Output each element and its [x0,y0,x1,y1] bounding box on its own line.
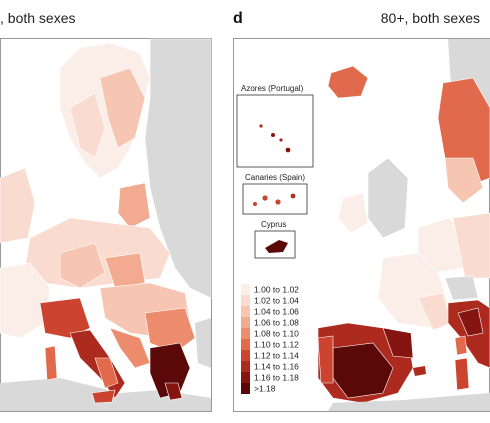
turkey-nodata [195,318,211,368]
russia-nodata [144,38,212,299]
corsica-region [454,335,468,356]
finland-region [99,67,146,149]
cyprus-island [265,240,288,253]
legend-label: >1.18 [254,384,276,394]
legend-swatch [241,339,250,350]
canaries-island [253,202,257,206]
legend-label: 1.10 to 1.12 [254,340,299,350]
legend-label: 1.08 to 1.10 [254,329,299,339]
legend-swatch [241,284,250,295]
panel-d-title: 80+, both sexes [380,10,480,26]
legend-label: 1.00 to 1.02 [254,285,299,295]
catalonia-region [382,327,414,359]
legend-swatch [241,372,250,383]
north-africa-nodata [328,393,490,411]
canaries-island [262,195,268,201]
map-panel-d: Azores (Portugal) Canaries (Spain) Cypru… [233,38,490,412]
sardinia-region [454,357,470,391]
legend-swatch [241,361,250,372]
germany-south-region [59,242,106,289]
map-panel-c-svg [0,38,212,412]
canaries-inset [242,183,308,215]
azores-island [259,124,263,128]
canaries-island [275,199,281,205]
legend-label: 1.12 to 1.14 [254,351,299,361]
legend-label: 1.06 to 1.08 [254,318,299,328]
panel-c-title: , both sexes [0,10,76,26]
legend-swatch [241,328,250,339]
portugal-region [317,335,334,384]
greece-south-region [164,382,183,401]
ireland-region [337,192,369,234]
map-panel-d-svg: Azores (Portugal) Canaries (Spain) Cypru… [233,38,490,412]
cyprus-inset-label: Cyprus [261,220,286,229]
canaries-inset-label: Canaries (Spain) [245,173,305,182]
baltic-region [117,182,151,229]
azores-island [285,147,291,153]
legend-swatch [241,350,250,361]
sweden-region [444,157,484,204]
sardinia-region [44,345,58,381]
legend-label: 1.02 to 1.04 [254,296,299,306]
poland-south-region [104,252,146,289]
alps-nodata [444,275,479,301]
balearics-region [413,366,426,376]
panel-d-letter: d [233,10,243,27]
germany-region [452,212,490,279]
canaries-island [290,193,296,199]
legend-swatch [241,295,250,306]
sweden-south-region [69,92,106,159]
legend: 1.00 to 1.021.02 to 1.041.04 to 1.061.06… [241,284,299,394]
uk-nodata [367,157,409,239]
legend-label: 1.16 to 1.18 [254,373,299,383]
uk-region [0,167,36,244]
north-italy-region [457,307,484,337]
legend-label: 1.04 to 1.06 [254,307,299,317]
adriatic-coast-region [109,327,151,369]
legend-label: 1.14 to 1.16 [254,362,299,372]
legend-swatch [241,306,250,317]
bulgaria-region [144,307,196,354]
azores-island [271,133,275,137]
azores-island [279,138,283,142]
azores-inset-label: Azores (Portugal) [241,84,304,93]
map-panel-c [0,38,212,412]
sicily-region [91,389,116,404]
legend-swatch [241,317,250,328]
azores-inset [236,94,314,168]
legend-swatch [241,383,250,394]
iceland-region [327,65,369,99]
south-italy-region [94,357,119,389]
